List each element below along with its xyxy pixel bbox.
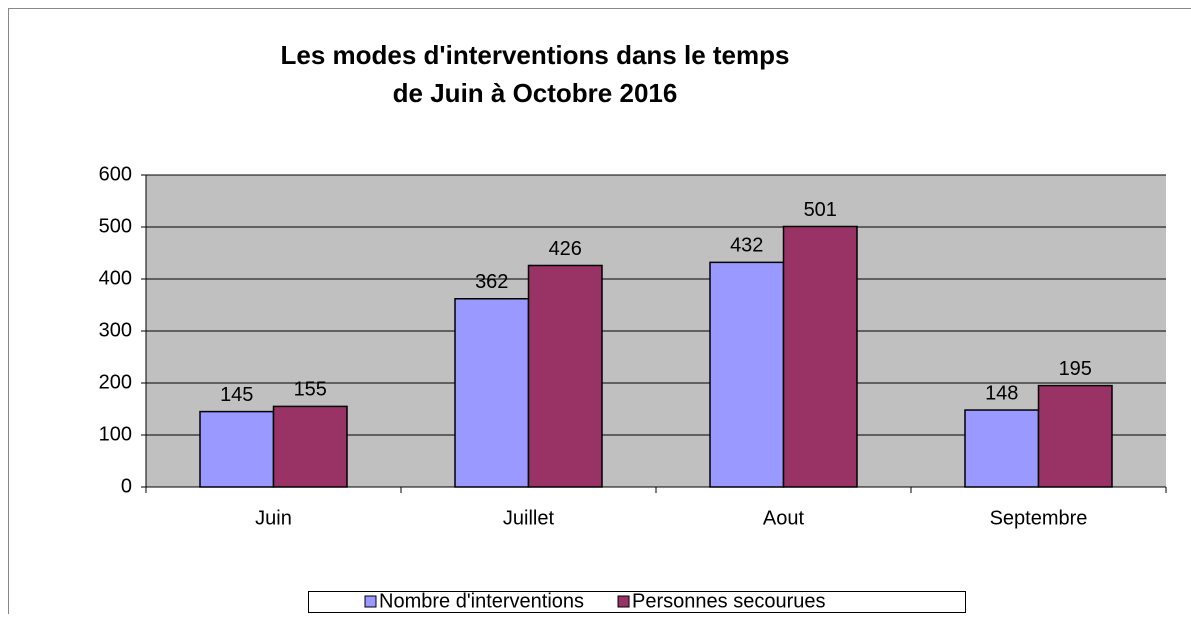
x-tick-label: Juillet — [503, 507, 555, 529]
data-label: 145 — [220, 384, 253, 406]
bar — [710, 262, 784, 487]
y-tick-label: 100 — [99, 423, 132, 445]
y-tick-label: 500 — [99, 215, 132, 237]
legend-label: Personnes secourues — [632, 590, 825, 612]
data-label: 148 — [985, 382, 1018, 404]
bar — [784, 226, 858, 487]
data-label: 155 — [294, 379, 327, 401]
y-tick-label: 400 — [99, 267, 132, 289]
bar — [274, 406, 348, 487]
bar — [529, 265, 603, 487]
y-tick-label: 200 — [99, 371, 132, 393]
data-label: 426 — [549, 238, 582, 260]
bar — [200, 412, 274, 487]
bar — [1039, 386, 1113, 487]
chart-title: Les modes d'interventions dans le temps — [281, 40, 790, 70]
data-label: 362 — [475, 271, 508, 293]
x-tick-label: Aout — [763, 507, 805, 529]
legend-label: Nombre d'interventions — [379, 590, 584, 612]
y-tick-label: 600 — [99, 163, 132, 185]
x-tick-label: Juin — [255, 507, 292, 529]
legend-swatch — [365, 596, 376, 607]
bar — [455, 299, 529, 487]
data-label: 501 — [804, 199, 837, 221]
y-tick-label: 300 — [99, 319, 132, 341]
chart-title: de Juin à Octobre 2016 — [393, 78, 678, 108]
legend-swatch — [618, 596, 629, 607]
x-tick-label: Septembre — [990, 507, 1088, 529]
data-label: 432 — [730, 235, 763, 257]
data-label: 195 — [1059, 358, 1092, 380]
y-tick-label: 0 — [121, 475, 132, 497]
bar — [965, 410, 1039, 487]
